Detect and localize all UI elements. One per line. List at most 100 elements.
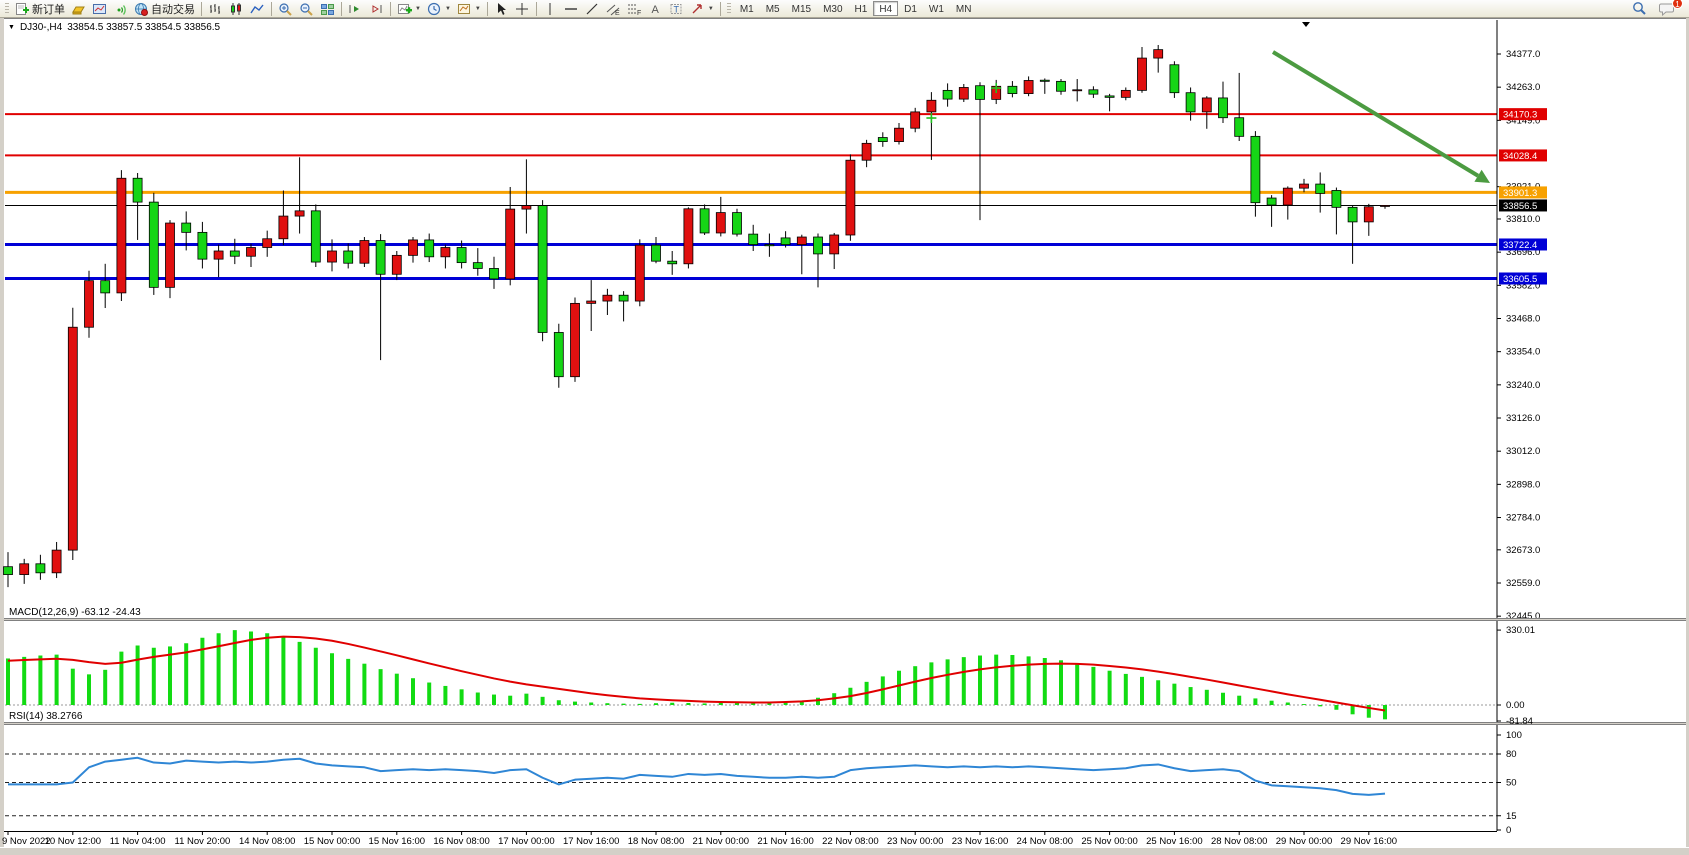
periods-button[interactable]: ▼ [424, 1, 454, 17]
text-icon: A [648, 2, 663, 16]
candle [100, 280, 111, 294]
candle [116, 177, 127, 294]
crosshair-button[interactable] [512, 1, 533, 17]
candle [1007, 85, 1018, 94]
autotrading-button[interactable]: 自动交易 [131, 1, 198, 17]
time-tick-label: 17 Nov 00:00 [498, 836, 555, 847]
timeframe-h4-button[interactable]: H4 [873, 1, 899, 16]
rsi-tick-label: 100 [1506, 730, 1522, 741]
time-tick-label: 17 Nov 16:00 [563, 836, 620, 847]
rsi-line [8, 756, 1386, 796]
search-button[interactable] [1628, 1, 1650, 17]
macd-panel: 330.01 0.00 -81.84 [5, 625, 1535, 727]
candle [861, 142, 872, 161]
chartshift-icon [369, 2, 384, 16]
macd-tick-label: 0.00 [1506, 700, 1525, 711]
svg-text:A: A [651, 4, 659, 16]
crosshair-icon [515, 2, 530, 16]
timeframe-m1-button[interactable]: M1 [739, 4, 754, 15]
price-tick-label: 32784.0 [1506, 513, 1540, 524]
chart-shift-marker[interactable] [1302, 22, 1310, 27]
candle [1023, 80, 1034, 94]
styles-button[interactable] [68, 1, 89, 17]
toolbar-grip [5, 2, 9, 15]
trendline-button[interactable] [582, 1, 603, 17]
candle [683, 208, 694, 265]
bar-chart-button[interactable] [205, 1, 226, 17]
horizontal-line-button[interactable] [561, 1, 582, 17]
candle [1137, 57, 1147, 91]
candle [748, 233, 759, 245]
candle [1266, 197, 1277, 206]
chart-canvas[interactable]: 34377.034263.034149.033921.033810.033696… [0, 18, 1689, 847]
timeframe-m15-button[interactable]: M15 [791, 4, 812, 15]
candle [35, 563, 46, 574]
charts-button[interactable] [89, 1, 110, 17]
equidistant-channel-button[interactable]: E [603, 1, 624, 17]
candle [958, 87, 969, 100]
svg-text:33901.3: 33901.3 [1503, 188, 1537, 199]
time-tick-label: 25 Nov 16:00 [1146, 836, 1203, 847]
candle [845, 159, 856, 236]
toolbar-separator [719, 1, 721, 16]
timeframe-m30-button[interactable]: M30 [823, 4, 843, 15]
candle [1039, 79, 1050, 82]
candle [1185, 92, 1196, 113]
chevron-down-icon: ▼ [415, 5, 421, 12]
price-axis: 34377.034263.034149.033921.033810.033696… [1496, 20, 1547, 831]
cursor-button[interactable] [491, 1, 512, 17]
candlestick-button[interactable] [226, 1, 247, 17]
timeframe-h1-button[interactable]: H1 [854, 4, 868, 15]
signals-button[interactable] [110, 1, 131, 17]
notifications-button[interactable]: 1 [1656, 0, 1683, 17]
price-tick-label: 33126.0 [1506, 413, 1540, 424]
timeframe-w1-button[interactable]: W1 [928, 4, 944, 15]
fibonacci-button[interactable]: F [624, 1, 645, 17]
time-tick-label: 14 Nov 08:00 [239, 836, 296, 847]
time-tick-label: 23 Nov 00:00 [887, 836, 944, 847]
zoom-in-button[interactable] [275, 1, 296, 17]
trend-arrow-annotation[interactable] [1271, 50, 1490, 183]
candle [651, 244, 661, 262]
candle [343, 250, 354, 264]
price-tick-label: 33810.0 [1506, 214, 1540, 225]
candle [1380, 205, 1390, 207]
candle [634, 244, 645, 302]
templates-button[interactable]: ▼ [454, 1, 484, 17]
candle [699, 208, 710, 234]
candle [602, 294, 613, 302]
candle [829, 234, 840, 255]
macd-indicator-label: MACD(12,26,9) -63.12 -24.43 [9, 607, 141, 618]
candle [1234, 117, 1245, 137]
price-line-badge: 33722.4 [1499, 238, 1547, 251]
buy-marker [926, 113, 937, 124]
timeframe-mn-button[interactable]: MN [955, 4, 972, 15]
time-tick-label: 21 Nov 16:00 [757, 836, 814, 847]
new-order-button[interactable]: 新订单 [12, 1, 68, 17]
label-icon: T [669, 2, 684, 16]
indicators-button[interactable]: ▼ [394, 1, 424, 17]
periods-icon [427, 2, 442, 16]
zoom-out-button[interactable] [296, 1, 317, 17]
line-chart-button[interactable] [247, 1, 268, 17]
autotrading-button-label: 自动交易 [151, 3, 195, 16]
candle [780, 237, 791, 245]
tile-windows-button[interactable] [317, 1, 338, 17]
timeframe-m5-button[interactable]: M5 [765, 4, 780, 15]
text-button[interactable]: A [645, 1, 666, 17]
candle [570, 302, 580, 378]
macd-tick-label: -81.84 [1506, 716, 1533, 727]
label-button[interactable]: T [666, 1, 687, 17]
one-click-trading-icon[interactable]: ▼ [8, 24, 15, 31]
price-tick-label: 32898.0 [1506, 479, 1540, 490]
candle [472, 262, 483, 269]
chevron-down-icon: ▼ [474, 5, 481, 12]
timeframe-d1-button[interactable]: D1 [904, 4, 917, 15]
candle [1218, 97, 1228, 119]
vertical-line-button[interactable] [540, 1, 561, 17]
chart-title: ▼ DJ30-,H4 33854.5 33857.5 33854.5 33856… [8, 22, 220, 33]
auto-scroll-button[interactable] [345, 1, 366, 17]
chart-shift-button[interactable] [366, 1, 387, 17]
vline-icon [543, 2, 558, 16]
arrows-button[interactable]: ▼ [687, 1, 717, 17]
